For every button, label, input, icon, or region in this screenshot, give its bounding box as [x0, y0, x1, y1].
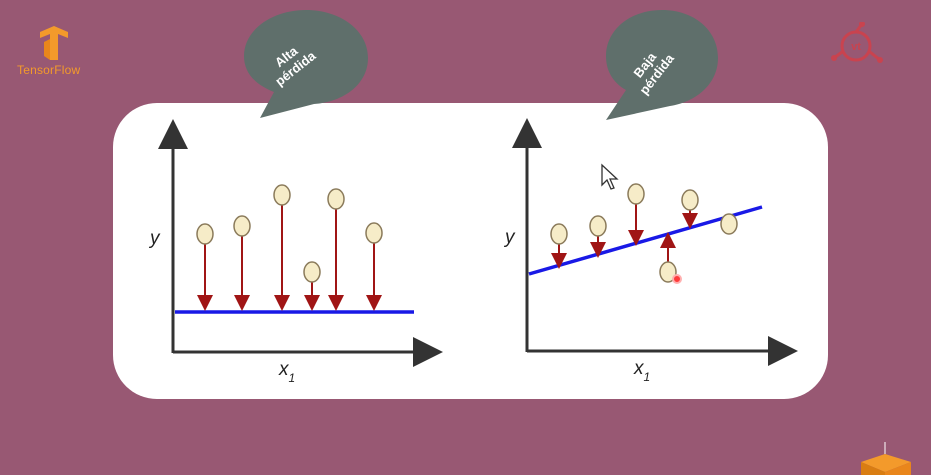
svg-text:vt: vt: [851, 41, 861, 53]
x-axis-label: x1: [278, 359, 295, 385]
data-point: [233, 215, 251, 237]
data-point: [681, 189, 699, 211]
mouse-cursor-icon: [601, 163, 619, 190]
data-point: [589, 215, 607, 237]
speech-bubble-low-loss: [606, 10, 718, 120]
data-point: [327, 188, 345, 210]
x-axis-label-main: x: [633, 358, 645, 379]
x-axis-label-subscript: 1: [289, 371, 296, 385]
data-point: [550, 223, 568, 245]
corner-cube-icon: [861, 442, 911, 475]
y-axis-label: y: [148, 228, 161, 249]
vt-logo-icon: vt: [831, 22, 883, 63]
x-axis-label: x1: [633, 358, 650, 384]
pointer-dot: [672, 274, 682, 284]
tensorflow-logo-text: TensorFlow: [17, 63, 81, 77]
data-point: [720, 213, 738, 235]
data-point: [196, 223, 214, 245]
speech-bubble-high-loss: [244, 10, 368, 118]
data-point: [303, 261, 321, 283]
y-axis-label: y: [503, 227, 516, 248]
data-point: [273, 184, 291, 206]
x-axis-label-main: x: [278, 359, 290, 380]
data-point: [365, 222, 383, 244]
x-axis-label-subscript: 1: [644, 370, 651, 384]
tensorflow-logo-icon: [40, 26, 68, 60]
data-point: [627, 183, 645, 205]
data-point: [659, 261, 677, 283]
